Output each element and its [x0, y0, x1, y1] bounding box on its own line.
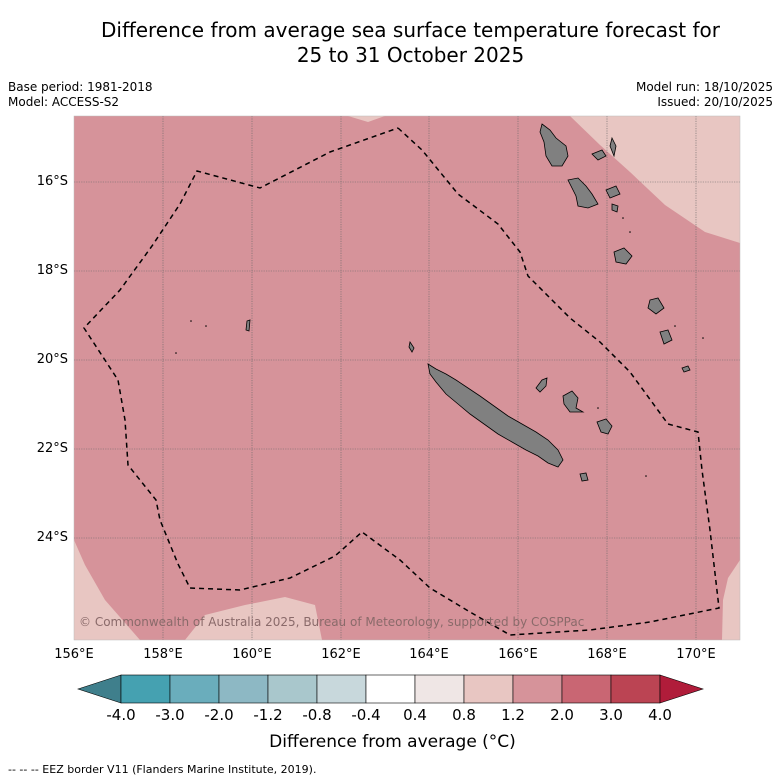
vanuatu-pentecost	[609, 136, 617, 158]
meta-left: Base period: 1981-2018 Model: ACCESS-S2	[8, 80, 153, 110]
colorbar-tick: 3.0	[599, 706, 623, 724]
lon-label-164e: 164°E	[409, 647, 449, 662]
vanuatu-malekula	[567, 177, 599, 209]
map-title: Difference from average sea surface temp…	[40, 18, 781, 68]
colorbar-bin-11	[610, 674, 661, 704]
colorbar	[77, 674, 704, 704]
colorbar-tick: -0.4	[351, 706, 381, 724]
lat-label-18s: 18°S	[36, 263, 68, 278]
map-title-line2: 25 to 31 October 2025	[296, 43, 525, 67]
colorbar-bin-2	[169, 674, 220, 704]
colorbar-tick: -3.0	[155, 706, 185, 724]
vanuatu-espiritu-santo	[539, 123, 569, 167]
colorbar-tick: -0.8	[302, 706, 332, 724]
map-title-line1: Difference from average sea surface temp…	[100, 18, 720, 42]
colorbar-tick: 2.0	[550, 706, 574, 724]
colorbar-title: Difference from average (°C)	[269, 732, 516, 752]
copyright-text: © Commonwealth of Australia 2025, Bureau…	[79, 615, 584, 629]
colorbar-bin-10	[561, 674, 612, 704]
lon-label-166e: 166°E	[498, 647, 538, 662]
issued-text: Issued: 20/10/2025	[657, 95, 773, 109]
anomaly-lighter-s	[185, 597, 322, 640]
eez-footnote: -- -- -- EEZ border V11 (Flanders Marine…	[8, 763, 317, 776]
vanuatu-maewo	[591, 149, 607, 161]
lat-label-16s: 16°S	[36, 174, 68, 189]
lon-label-156e: 156°E	[54, 647, 94, 662]
colorbar-tick: 1.2	[501, 706, 525, 724]
meta-right: Model run: 18/10/2025 Issued: 20/10/2025	[636, 80, 773, 110]
lat-label-24s: 24°S	[36, 530, 68, 545]
colorbar-tick: -4.0	[106, 706, 136, 724]
model-text: Model: ACCESS-S2	[8, 95, 120, 109]
lon-label-162e: 162°E	[321, 647, 361, 662]
lon-label-168e: 168°E	[587, 647, 627, 662]
map-area: © Commonwealth of Australia 2025, Bureau…	[74, 116, 740, 640]
vanuatu-ambrym	[605, 185, 621, 199]
colorbar-bin-7	[414, 674, 465, 704]
loyalty-island-3	[596, 418, 613, 435]
colorbar-extend-max	[659, 674, 704, 704]
vanuatu-aneityum	[681, 365, 691, 373]
ouvea-island	[408, 340, 415, 353]
chesterfield-islet	[245, 319, 251, 332]
colorbar-tick: 0.4	[403, 706, 427, 724]
colorbar-bin-6	[365, 674, 416, 704]
isle-of-pines	[579, 472, 589, 482]
small-islets	[175, 217, 704, 477]
anomaly-lighter-se	[722, 560, 740, 640]
lat-label-20s: 20°S	[36, 352, 68, 367]
loyalty-island-2	[562, 390, 585, 413]
vanuatu-epi	[611, 203, 619, 213]
map-frame	[73, 115, 741, 641]
colorbar-bin-8	[463, 674, 514, 704]
lon-label-160e: 160°E	[232, 647, 272, 662]
colorbar-tick: -2.0	[204, 706, 234, 724]
land	[245, 123, 691, 482]
colorbar-bin-5	[316, 674, 367, 704]
colorbar-bin-1	[120, 674, 171, 704]
colorbar-tick: -1.2	[253, 706, 283, 724]
colorbar-extend-min	[77, 674, 122, 704]
model-run-text: Model run: 18/10/2025	[635, 80, 773, 94]
lon-label-170e: 170°E	[676, 647, 716, 662]
colorbar-tick: 4.0	[648, 706, 672, 724]
vanuatu-erromango	[647, 297, 665, 315]
anomaly-lighter-sw	[74, 540, 140, 640]
colorbar-bin-9	[512, 674, 563, 704]
lat-label-22s: 22°S	[36, 441, 68, 456]
vanuatu-efate	[613, 247, 633, 265]
vanuatu-tanna	[659, 329, 673, 345]
colorbar-tick: 0.8	[452, 706, 476, 724]
anomaly-field	[74, 116, 740, 640]
lon-label-158e: 158°E	[143, 647, 183, 662]
gridlines	[74, 116, 740, 640]
anomaly-lighter-top	[348, 116, 385, 122]
base-period-text: Base period: 1981-2018	[8, 80, 153, 94]
new-caledonia-island	[427, 363, 564, 468]
colorbar-bin-4	[267, 674, 318, 704]
loyalty-island-1	[535, 377, 548, 393]
eez-border	[83, 127, 720, 636]
colorbar-bin-3	[218, 674, 269, 704]
